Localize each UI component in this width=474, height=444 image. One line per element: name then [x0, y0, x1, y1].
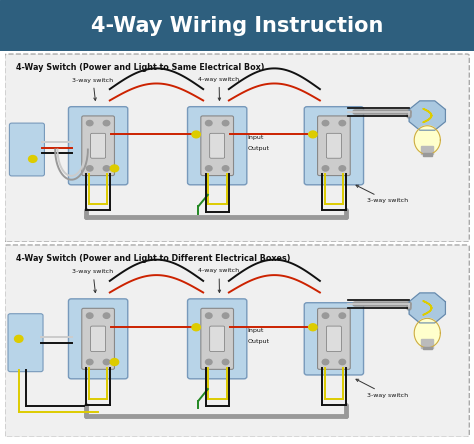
Circle shape — [339, 166, 346, 171]
FancyBboxPatch shape — [201, 116, 234, 175]
Circle shape — [103, 359, 110, 365]
Polygon shape — [414, 318, 440, 348]
FancyBboxPatch shape — [8, 314, 43, 372]
Text: 4-Way Switch (Power and Light to Different Electrical Boxes): 4-Way Switch (Power and Light to Differe… — [17, 254, 291, 263]
Text: 3-way switch: 3-way switch — [356, 379, 408, 398]
Circle shape — [222, 120, 229, 126]
FancyBboxPatch shape — [68, 299, 128, 379]
Polygon shape — [409, 293, 446, 323]
Circle shape — [322, 166, 329, 171]
FancyBboxPatch shape — [91, 326, 106, 352]
Circle shape — [192, 324, 201, 331]
FancyBboxPatch shape — [91, 133, 106, 158]
Circle shape — [339, 359, 346, 365]
Circle shape — [192, 131, 201, 138]
Circle shape — [103, 166, 110, 171]
Circle shape — [309, 324, 317, 331]
FancyBboxPatch shape — [188, 299, 247, 379]
Circle shape — [86, 166, 93, 171]
Polygon shape — [409, 101, 446, 130]
FancyBboxPatch shape — [327, 326, 341, 352]
Bar — [423, 347, 432, 349]
FancyBboxPatch shape — [188, 107, 247, 185]
Circle shape — [206, 120, 212, 126]
Circle shape — [103, 120, 110, 126]
Text: Output: Output — [247, 146, 270, 151]
Circle shape — [103, 313, 110, 318]
Text: 3-way switch: 3-way switch — [73, 269, 114, 293]
Circle shape — [86, 359, 93, 365]
Text: 4-Way Wiring Instruction: 4-Way Wiring Instruction — [91, 16, 383, 36]
Circle shape — [15, 335, 23, 342]
FancyBboxPatch shape — [5, 54, 469, 242]
Circle shape — [110, 165, 118, 172]
Circle shape — [206, 359, 212, 365]
Bar — [423, 153, 432, 156]
Circle shape — [222, 359, 229, 365]
Circle shape — [309, 131, 317, 138]
FancyBboxPatch shape — [210, 133, 225, 158]
FancyBboxPatch shape — [304, 107, 364, 185]
Circle shape — [222, 313, 229, 318]
FancyBboxPatch shape — [201, 308, 234, 369]
Circle shape — [222, 166, 229, 171]
FancyBboxPatch shape — [9, 123, 45, 176]
Circle shape — [206, 313, 212, 318]
Text: 4-way switch: 4-way switch — [199, 77, 240, 100]
FancyBboxPatch shape — [210, 326, 225, 352]
Text: Input: Input — [247, 135, 264, 140]
Text: 3-way switch: 3-way switch — [356, 185, 408, 203]
FancyBboxPatch shape — [318, 308, 350, 369]
Circle shape — [339, 120, 346, 126]
Text: 3-way switch: 3-way switch — [73, 78, 114, 100]
FancyBboxPatch shape — [327, 133, 341, 158]
Text: Input: Input — [247, 328, 264, 333]
Text: 4-way switch: 4-way switch — [199, 269, 240, 293]
Bar — [421, 339, 433, 348]
Text: 4-Way Switch (Power and Light to Same Electrical Box): 4-Way Switch (Power and Light to Same El… — [17, 63, 265, 72]
FancyBboxPatch shape — [68, 107, 128, 185]
Circle shape — [322, 313, 329, 318]
Circle shape — [110, 359, 118, 365]
Circle shape — [339, 313, 346, 318]
Circle shape — [86, 120, 93, 126]
FancyBboxPatch shape — [318, 116, 350, 175]
Circle shape — [28, 155, 37, 163]
FancyBboxPatch shape — [82, 308, 114, 369]
FancyBboxPatch shape — [82, 116, 114, 175]
Text: Output: Output — [247, 340, 270, 345]
Polygon shape — [414, 126, 440, 155]
Circle shape — [86, 313, 93, 318]
Circle shape — [206, 166, 212, 171]
Circle shape — [322, 359, 329, 365]
FancyBboxPatch shape — [304, 303, 364, 375]
Bar — [421, 146, 433, 155]
FancyBboxPatch shape — [5, 245, 469, 437]
Circle shape — [322, 120, 329, 126]
